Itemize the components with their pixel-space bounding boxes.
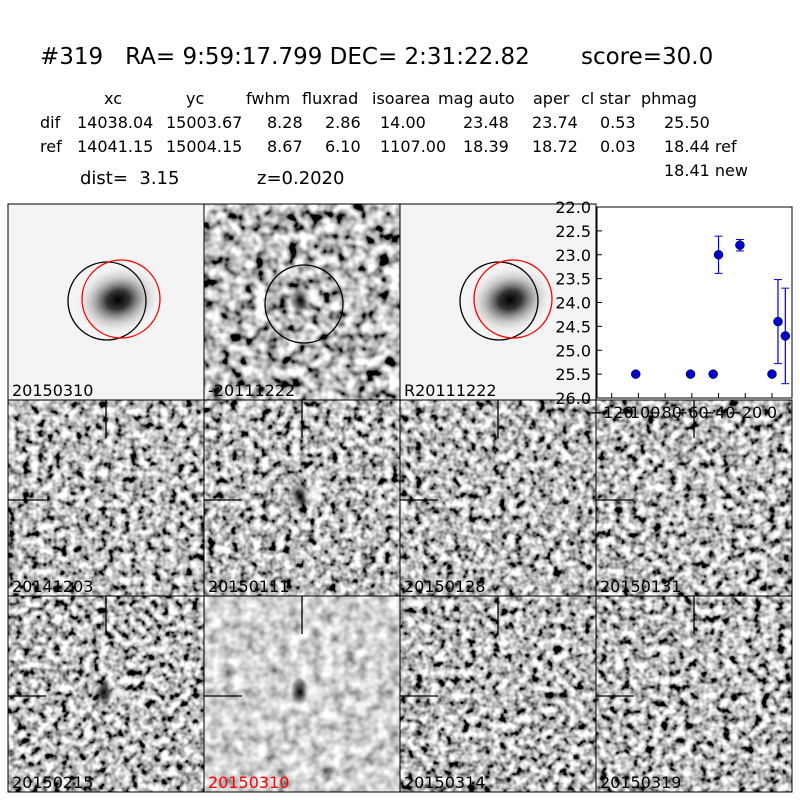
table-cell: 14.00 <box>380 113 426 132</box>
image-panel: 20150319 <box>595 595 793 793</box>
x-tick-label: −40 <box>702 403 736 422</box>
x-tick-label: −100 <box>616 403 660 422</box>
y-tick-label: 26.0 <box>555 389 591 408</box>
table-cell: 1107.00 <box>380 137 446 156</box>
aperture-new <box>81 259 161 339</box>
y-tick-label: 25.0 <box>555 341 591 360</box>
panel-label: 20150111 <box>208 577 289 596</box>
table-cell: 23.74 <box>532 113 578 132</box>
image-panel: 20150128 <box>399 399 597 597</box>
y-tick-label: 24.5 <box>555 317 591 336</box>
image-panel: 20150131 <box>595 399 793 597</box>
table-cell: 18.39 <box>463 137 509 156</box>
x-tick-label: −80 <box>648 403 682 422</box>
row-label: dif <box>40 113 61 132</box>
panel-label: 20150314 <box>404 773 485 792</box>
panel-label: 20150128 <box>404 577 485 596</box>
table-cell: 0.03 <box>600 137 636 156</box>
aperture-new <box>473 259 553 339</box>
aperture <box>264 264 344 344</box>
table-cell: 8.67 <box>267 137 303 156</box>
table-cell: 14041.15 <box>77 137 153 156</box>
x-tick-label: −120 <box>590 403 634 422</box>
table-cell: 18.44 ref <box>664 137 737 156</box>
panel-label: 20150215 <box>12 773 93 792</box>
image-panel: 20150111 <box>203 399 401 597</box>
table-cell: 23.48 <box>463 113 509 132</box>
panel-label: R20111222 <box>404 381 497 400</box>
y-tick-label: 22.0 <box>555 198 591 217</box>
table-cell: 15003.67 <box>166 113 242 132</box>
y-tick-label: 22.5 <box>555 222 591 241</box>
panel-label: 20150319 <box>600 773 681 792</box>
y-tick-label: 23.5 <box>555 270 591 289</box>
image-panel: 20141203 <box>7 399 205 597</box>
panel-label: 20150310 <box>12 381 93 400</box>
column-header: fluxrad <box>302 89 358 108</box>
column-header: cl star <box>581 89 631 108</box>
image-panel: 20150310 <box>7 203 205 401</box>
point <box>767 369 777 379</box>
table-cell: 14038.04 <box>77 113 153 132</box>
y-tick-label: 25.5 <box>555 365 591 384</box>
table-cell: 8.28 <box>267 113 303 132</box>
column-header: xc <box>104 89 122 108</box>
panel-label: 20150131 <box>600 577 681 596</box>
image-panel: R20111222 <box>399 203 597 401</box>
y-tick-label: 24.0 <box>555 294 591 313</box>
table-cell: 2.86 <box>325 113 361 132</box>
point <box>773 316 783 327</box>
point <box>735 240 745 250</box>
image-panel: 20150310 <box>203 595 401 793</box>
column-header: fwhm <box>246 89 290 108</box>
point <box>713 250 724 260</box>
source-bright <box>303 479 325 509</box>
point <box>685 369 696 379</box>
table-cell: 18.72 <box>532 137 578 156</box>
column-header: isoarea <box>372 89 430 108</box>
column-header: aper <box>533 89 570 108</box>
panel-border <box>595 595 793 793</box>
y-tick-label: 23.0 <box>555 246 591 265</box>
panel-label: 20141203 <box>12 577 93 596</box>
point <box>630 369 641 379</box>
source-bright <box>107 675 129 705</box>
dist: dist= 3.15 <box>80 168 179 189</box>
column-header: phmag <box>641 89 697 108</box>
column-header: yc <box>186 89 204 108</box>
phmag-new: 18.41 new <box>664 161 748 180</box>
row-label: ref <box>40 137 62 156</box>
title: #319 RA= 9:59:17.799 DEC= 2:31:22.82 sco… <box>40 44 713 70</box>
table-cell: 15004.15 <box>166 137 242 156</box>
image-panel: 20150314 <box>399 595 597 793</box>
x-tick-label: −20 <box>728 403 762 422</box>
redshift: z=0.2020 <box>257 168 345 189</box>
x-tick-label: 0 <box>767 403 777 422</box>
panel-label: -20111222 <box>208 381 295 400</box>
table-cell: 0.53 <box>600 113 636 132</box>
point <box>780 331 791 341</box>
image-panel: 20150215 <box>7 595 205 793</box>
source-bright <box>303 283 325 313</box>
plot-area <box>596 206 793 399</box>
column-header: mag auto <box>438 89 515 108</box>
source-bright <box>303 675 325 705</box>
table-cell: 25.50 <box>664 113 710 132</box>
point <box>708 369 718 379</box>
panel-label: 20150310 <box>208 773 289 792</box>
x-tick-label: −60 <box>675 403 709 422</box>
table-cell: 6.10 <box>325 137 361 156</box>
image-panel: -20111222 <box>203 203 401 401</box>
